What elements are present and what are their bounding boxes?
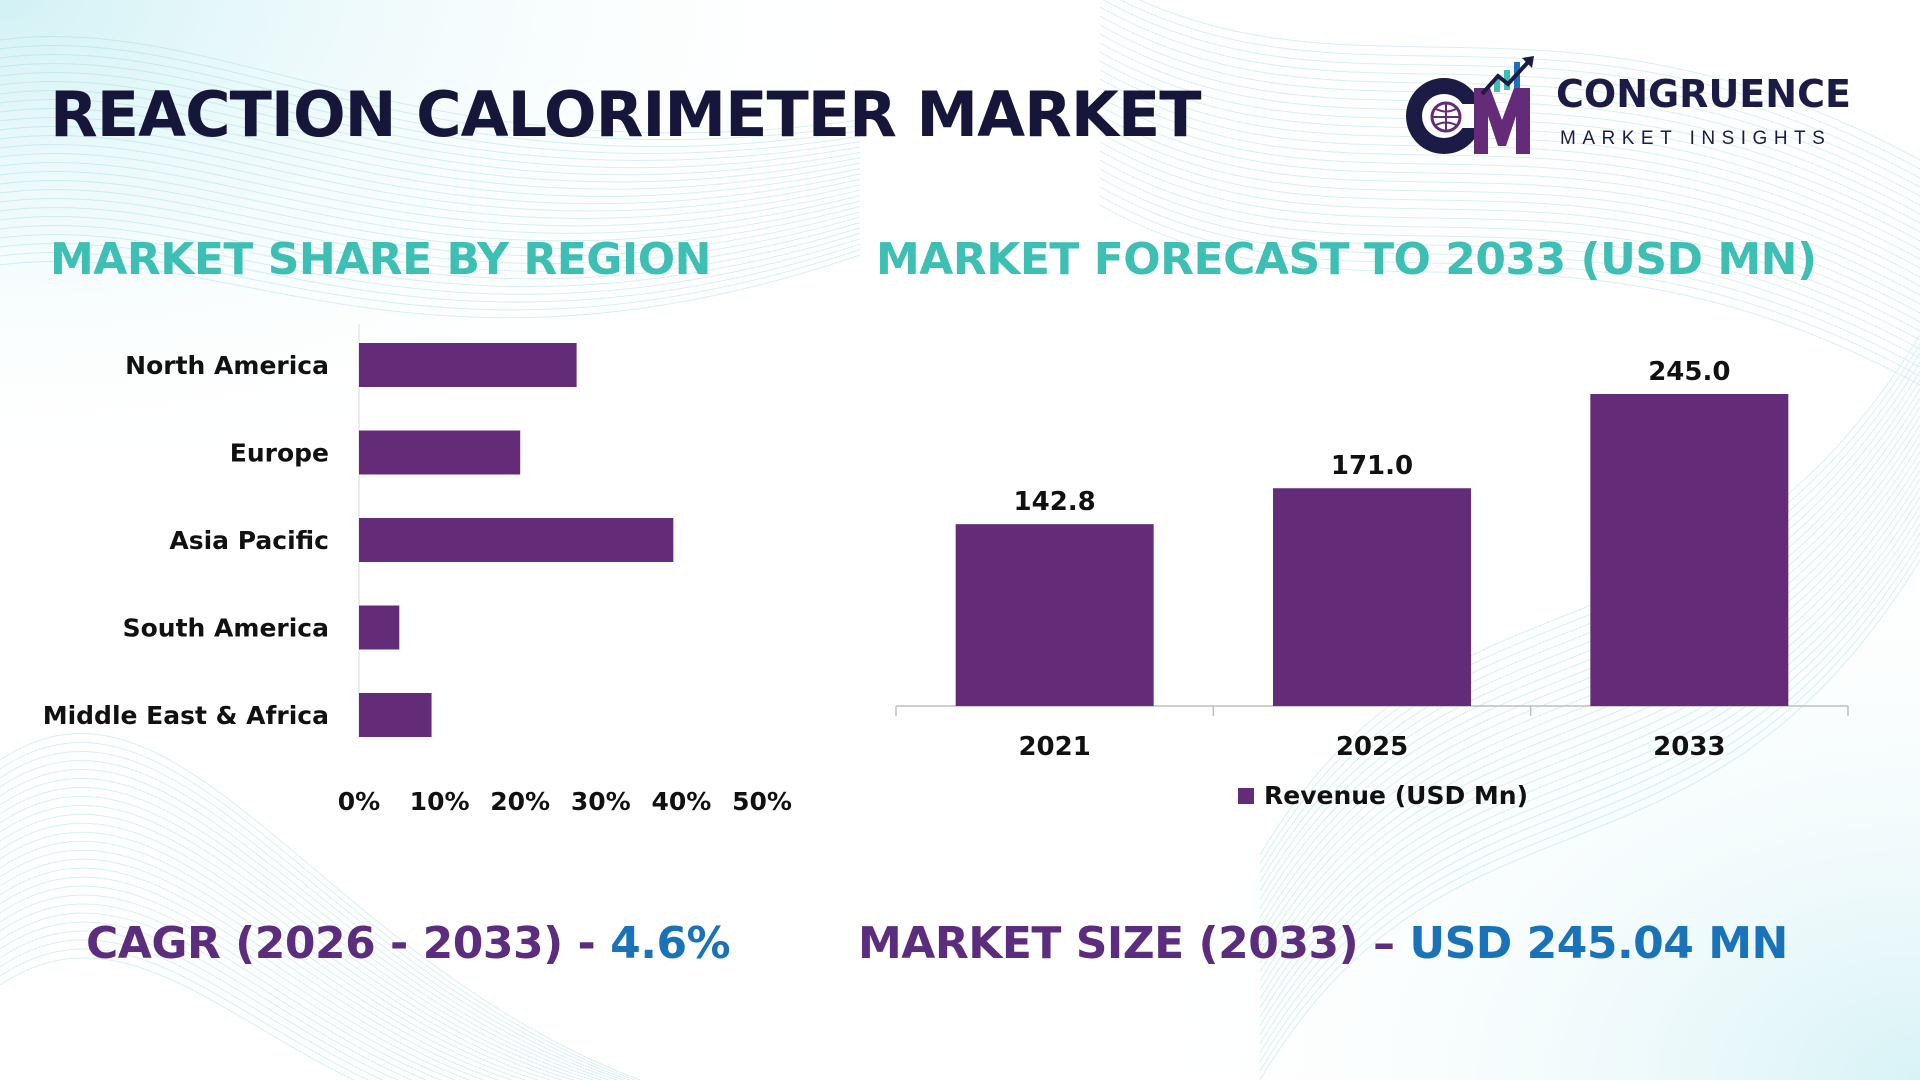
cagr-stat: CAGR (2026 - 2033) - 4.6% <box>86 918 731 969</box>
page-title: REACTION CALORIMETER MARKET <box>50 78 1202 151</box>
region-share-bar-chart: North America Europe Asia Pacific South Ame… <box>43 324 792 816</box>
cagr-label: CAGR (2026 - 2033) - <box>86 918 611 969</box>
x-tick-label: 50% <box>732 787 792 816</box>
region-label: North America <box>125 351 329 380</box>
region-label: Middle East & Africa <box>43 701 329 730</box>
year-label: 2021 <box>1018 732 1090 762</box>
year-label: 2033 <box>1653 732 1725 762</box>
market-size-value: USD 245.04 MN <box>1409 918 1788 969</box>
region-bar <box>359 693 432 737</box>
data-label: 171.0 <box>1331 451 1413 481</box>
market-size-label: MARKET SIZE (2033) – <box>858 918 1410 969</box>
cm-logo-icon <box>1406 56 1534 154</box>
logo-bar-2 <box>1504 70 1510 90</box>
logo-bar-1 <box>1494 78 1500 92</box>
forecast-bar-chart: 142.8 2021 171.0 2025 245.0 2033 Revenue (USD … <box>895 357 1849 810</box>
region-label: South America <box>123 614 329 643</box>
trend-arrow-icon <box>1480 58 1532 96</box>
cagr-value: 4.6% <box>610 918 731 969</box>
brand-logo: CONGRUENCE MARKET INSIGHTS <box>1398 54 1878 164</box>
region-bar <box>359 518 674 562</box>
forecast-bar <box>1273 488 1471 706</box>
forecast-bar <box>955 524 1154 706</box>
x-tick-label: 10% <box>410 787 470 816</box>
x-tick-label: 30% <box>571 787 631 816</box>
logo-tagline: MARKET INSIGHTS <box>1560 128 1832 149</box>
region-label: Asia Pacific <box>169 526 329 555</box>
market-forecast-title: MARKET FORECAST TO 2033 (USD MN) <box>876 234 1817 285</box>
region-bar <box>359 605 400 650</box>
legend-swatch <box>1238 788 1254 804</box>
year-label: 2025 <box>1336 732 1408 762</box>
logo-m-shape <box>1474 88 1530 154</box>
forecast-bar <box>1590 394 1789 706</box>
legend-label: Revenue (USD Mn) <box>1264 781 1528 810</box>
region-bar <box>359 430 521 475</box>
market-share-title: MARKET SHARE BY REGION <box>50 234 712 285</box>
region-bar <box>359 343 577 387</box>
data-label: 142.8 <box>1014 487 1096 517</box>
data-label: 245.0 <box>1648 357 1730 387</box>
region-label: Europe <box>230 439 329 468</box>
x-tick-label: 40% <box>651 787 711 816</box>
x-tick-label: 0% <box>338 787 380 816</box>
x-tick-label: 20% <box>490 787 550 816</box>
market-size-stat: MARKET SIZE (2033) – USD 245.04 MN <box>858 918 1788 969</box>
logo-name: CONGRUENCE <box>1556 72 1851 116</box>
